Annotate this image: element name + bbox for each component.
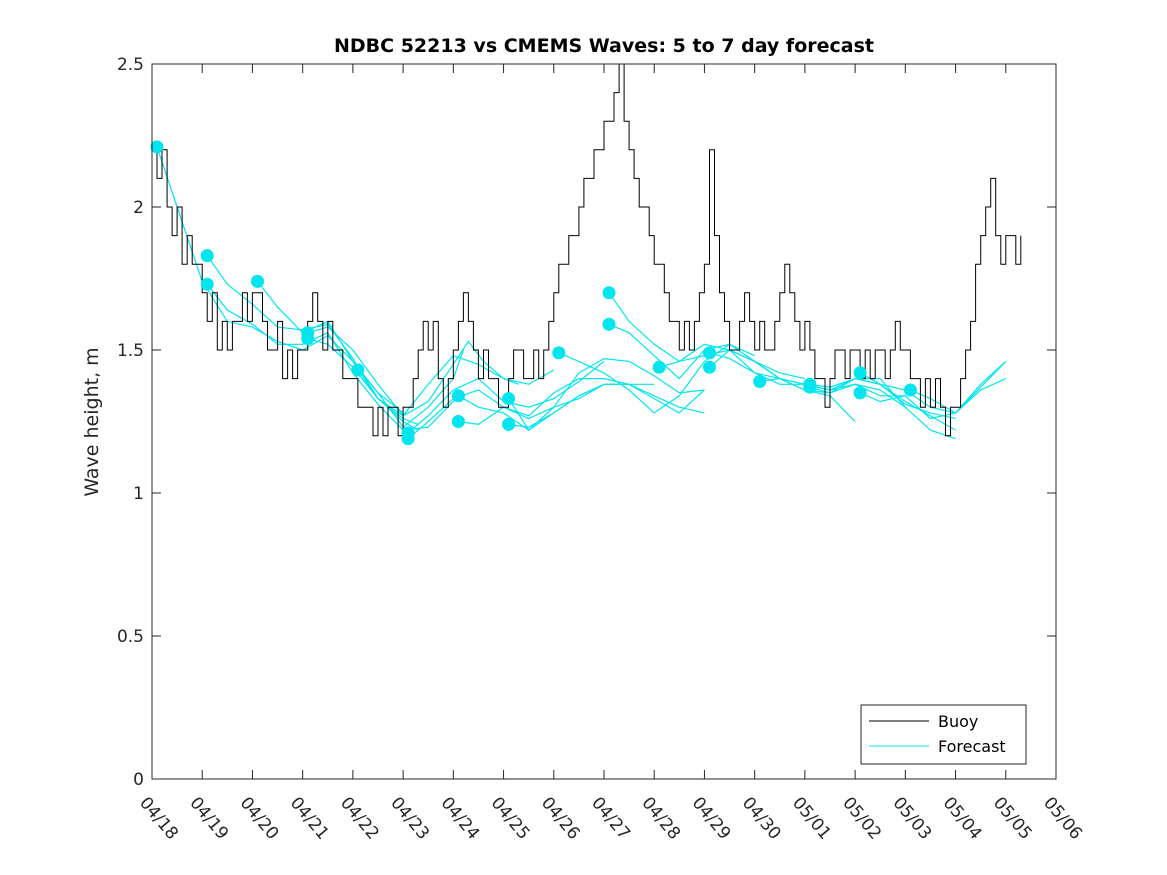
forecast-start-marker <box>552 346 566 360</box>
y-tick-label: 0 <box>133 770 144 790</box>
forecast-start-marker <box>602 317 616 331</box>
buoy-line <box>152 63 1022 437</box>
y-axis: 0 0.5 1 1.5 2 2.5 <box>117 55 1056 790</box>
forecast-start-marker <box>903 383 917 397</box>
forecast-start-marker <box>853 386 867 400</box>
forecast-start-marker <box>703 360 716 374</box>
forecast-line <box>859 378 1007 420</box>
forecast-line <box>307 338 419 431</box>
forecast-line <box>257 281 464 429</box>
y-tick-label: 0.5 <box>117 627 144 647</box>
forecast-start-marker <box>351 363 365 377</box>
forecast-line <box>910 360 1007 414</box>
forecast-start-marker <box>200 249 214 263</box>
legend-buoy-label: Buoy <box>938 712 978 731</box>
forecast-start-marker <box>803 380 817 394</box>
forecast-start-marker <box>301 332 315 346</box>
forecast-start-marker <box>853 366 867 380</box>
forecast-start-marker <box>602 286 616 300</box>
forecast-start-marker <box>251 274 264 288</box>
legend: Buoy Forecast <box>860 704 1027 765</box>
forecast-start-marker <box>652 360 666 374</box>
y-tick-label: 1 <box>133 484 144 504</box>
legend-box <box>860 704 1027 765</box>
forecast-start-marker <box>703 346 716 360</box>
forecast-line <box>307 326 519 417</box>
y-tick-label: 2.5 <box>117 55 144 75</box>
legend-forecast-label: Forecast <box>938 737 1006 756</box>
forecast-line <box>206 283 464 431</box>
forecast-start-marker <box>502 417 516 431</box>
forecast-start-marker <box>200 277 214 291</box>
forecast-start-marker <box>502 392 516 406</box>
forecast-line <box>458 357 705 426</box>
forecast-start-marker <box>753 375 767 388</box>
forecast-start-marker <box>150 140 164 154</box>
forecast-line <box>407 378 655 440</box>
y-tick-label: 1.5 <box>117 341 144 361</box>
forecast-line <box>508 383 605 428</box>
y-axis-label: Wave height, m <box>81 347 103 496</box>
forecast-line <box>558 343 755 414</box>
y-tick-label: 2 <box>133 198 144 218</box>
chart-title: NDBC 52213 vs CMEMS Waves: 5 to 7 day fo… <box>334 35 874 57</box>
forecast-start-marker <box>451 389 465 403</box>
forecast-start-marker <box>401 432 415 446</box>
plot-area <box>150 63 1022 446</box>
forecast-start-marker <box>451 415 465 428</box>
